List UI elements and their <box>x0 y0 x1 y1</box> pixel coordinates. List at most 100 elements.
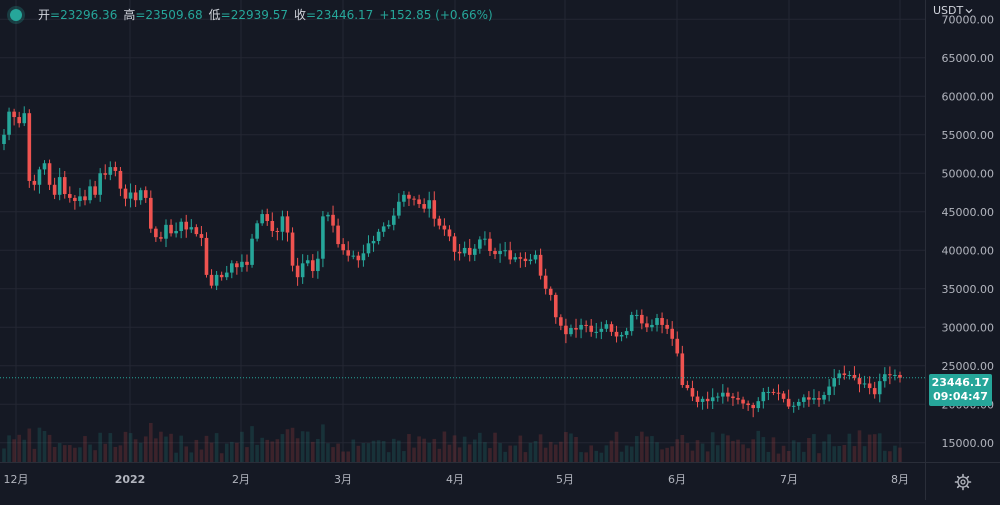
candle <box>118 166 123 197</box>
candle <box>503 241 507 257</box>
candle-body <box>346 250 351 256</box>
candle-body <box>685 385 690 389</box>
candle <box>761 387 766 409</box>
time-tick-label: 7月 <box>780 473 798 486</box>
candle <box>467 238 472 262</box>
candle <box>650 319 654 332</box>
volume-bar <box>513 445 518 462</box>
settings-button[interactable] <box>925 462 1000 500</box>
volume-bar <box>316 438 320 462</box>
candle-body <box>528 259 533 262</box>
candle <box>397 193 401 219</box>
candle-body <box>159 237 163 239</box>
volume-bar <box>893 445 897 462</box>
candle-body <box>559 317 563 326</box>
volume-bar <box>847 433 852 462</box>
volume-bar <box>705 451 710 462</box>
candle-body <box>103 173 108 175</box>
candle <box>346 241 351 262</box>
candle <box>422 198 426 213</box>
price-tick-label: 25000.00 <box>942 360 995 373</box>
candle-body <box>209 274 214 286</box>
candle-body <box>260 214 264 224</box>
volume-bar <box>584 452 588 462</box>
volume-bar <box>543 447 548 462</box>
candle-body <box>746 403 750 406</box>
volume-bar <box>837 445 842 462</box>
candle <box>877 373 882 403</box>
candle <box>660 312 664 334</box>
volume-bar <box>2 448 6 462</box>
volume-bar <box>645 436 649 462</box>
volume-bar <box>690 450 695 462</box>
candle <box>290 227 295 272</box>
volume-bar <box>604 445 609 462</box>
candle <box>2 129 6 151</box>
volume-bar <box>877 433 882 462</box>
candle <box>149 190 153 233</box>
price-tick-label: 15000.00 <box>942 437 995 450</box>
candle <box>857 373 862 393</box>
volume-bar <box>159 431 163 462</box>
change-value: +152.85 (+0.66%) <box>379 7 493 22</box>
candle <box>402 190 406 207</box>
candle-body <box>57 177 62 195</box>
candle <box>356 251 361 268</box>
time-axis[interactable]: 12月 2022 2月 3月 4月 5月 6月 7月 8月 <box>0 462 925 500</box>
candle <box>143 186 148 203</box>
currency-selector[interactable]: USDT <box>933 4 973 17</box>
candle-body <box>467 247 472 255</box>
candle <box>417 194 421 208</box>
volume-bar <box>574 436 578 462</box>
candle <box>62 170 67 199</box>
volume-bar <box>386 452 391 462</box>
candle-body <box>407 194 411 199</box>
volume-bar <box>483 442 487 462</box>
candle <box>513 253 518 263</box>
candle-body <box>224 272 229 278</box>
volume-bar <box>857 430 862 462</box>
candle-body <box>857 378 862 385</box>
candle-body <box>538 254 543 276</box>
volume-bar <box>331 447 335 462</box>
candle <box>371 235 376 252</box>
volume-bar <box>326 443 330 462</box>
candle <box>442 218 447 236</box>
volume-bar <box>103 443 108 462</box>
candle-body <box>62 177 67 195</box>
time-tick-label: 5月 <box>556 473 574 486</box>
candle-body <box>229 263 234 273</box>
volume-bar <box>741 444 745 462</box>
candle <box>579 318 583 339</box>
price-tick-label: 70000.00 <box>942 13 995 26</box>
candle <box>42 160 47 175</box>
volume-bar <box>37 427 42 462</box>
volume-bar <box>432 438 437 462</box>
price-axis[interactable]: 70000.00 65000.00 60000.00 55000.00 50000.00… <box>925 0 1000 462</box>
candle <box>543 268 548 295</box>
candle <box>483 231 487 246</box>
volume-bar <box>624 445 629 462</box>
candle <box>184 214 189 238</box>
price-chart[interactable] <box>0 0 925 462</box>
price-tick-label: 60000.00 <box>942 90 995 103</box>
candle <box>791 401 796 413</box>
volume-bar <box>862 446 867 462</box>
candle-body <box>316 258 320 272</box>
candle-body <box>270 220 275 231</box>
candle-body <box>634 314 639 316</box>
volume-bar <box>214 433 219 462</box>
candle-body <box>397 201 401 216</box>
volume-bar <box>467 444 472 462</box>
low-value: =22939.57 <box>220 7 288 22</box>
volume-bar <box>346 451 351 462</box>
volume-bar <box>336 443 340 462</box>
candle <box>204 232 209 278</box>
candle-body <box>721 392 725 397</box>
symbol-status-icon[interactable] <box>10 8 22 21</box>
candle <box>128 183 133 208</box>
volume-bar <box>305 431 310 462</box>
candle-body <box>756 401 761 409</box>
candle <box>817 391 821 407</box>
volume-bar <box>614 431 619 462</box>
